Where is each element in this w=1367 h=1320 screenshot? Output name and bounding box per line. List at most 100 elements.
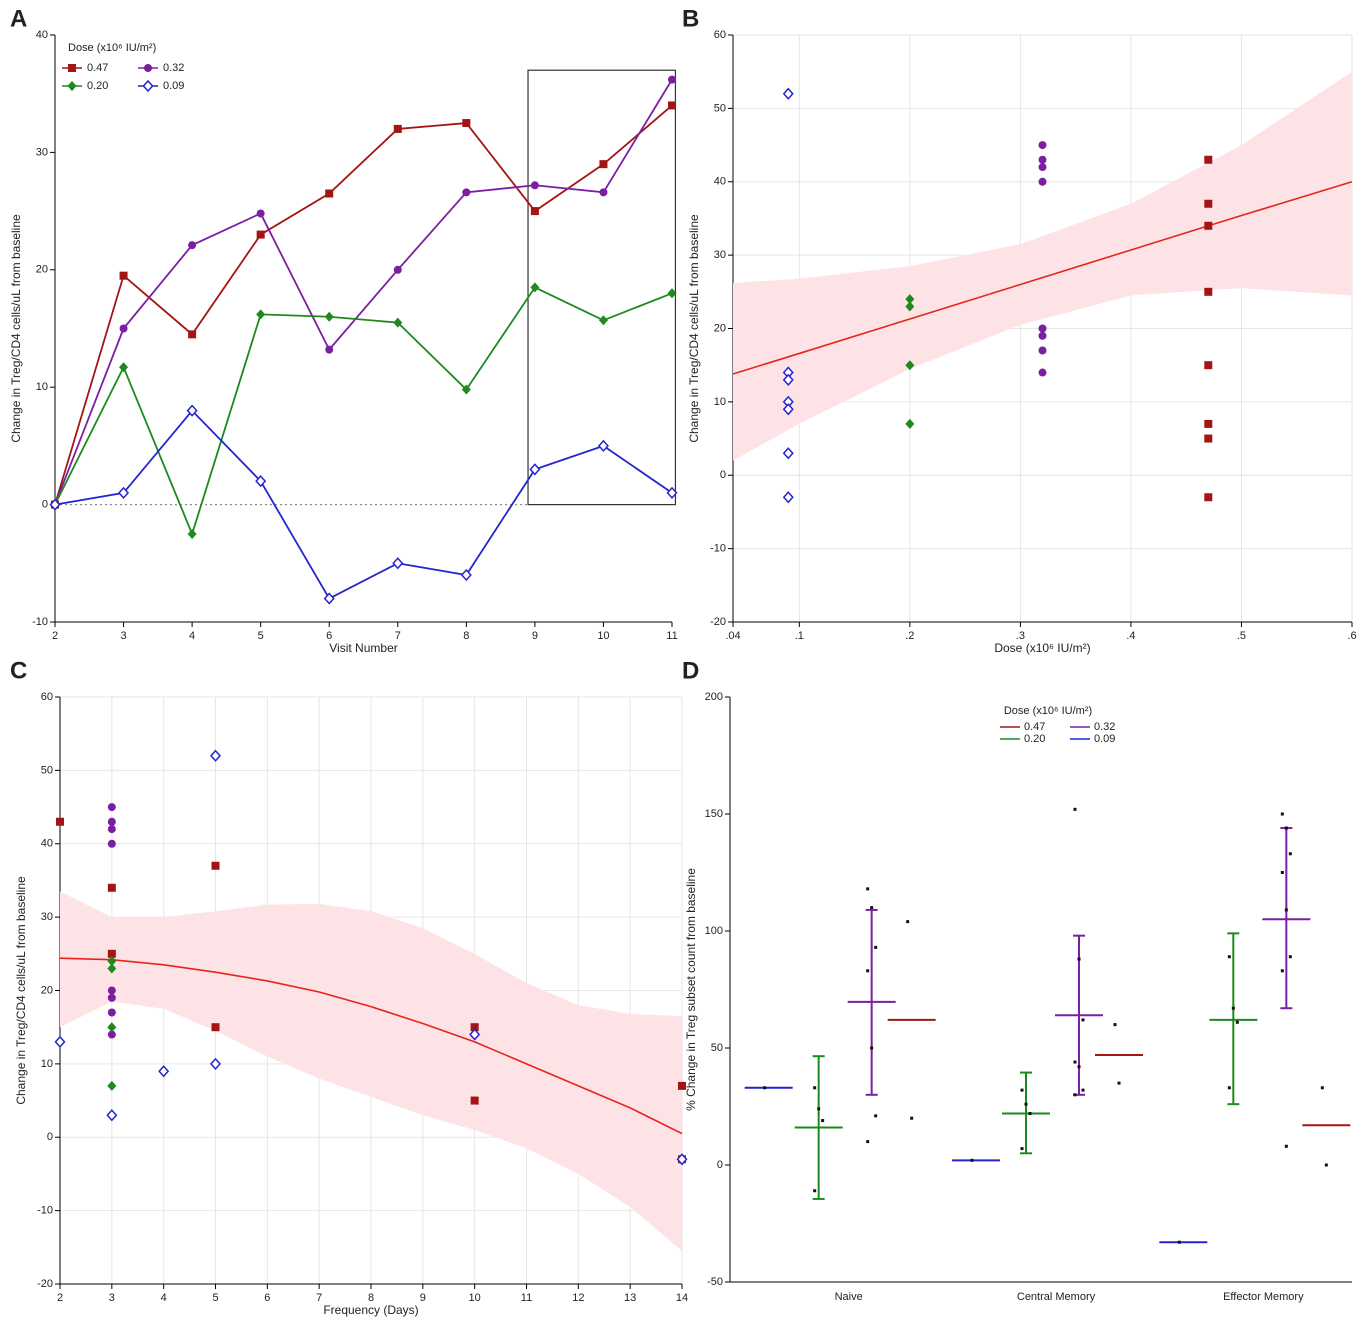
y-tick-label: 40 <box>41 838 53 850</box>
data-point <box>1113 1023 1117 1027</box>
x-axis-title: Frequency (Days) <box>323 1303 418 1317</box>
y-tick-label: -10 <box>37 1205 53 1217</box>
data-point <box>1028 1112 1032 1116</box>
highlight-box <box>527 69 677 506</box>
marker <box>529 463 541 476</box>
marker <box>325 345 334 354</box>
marker <box>1204 221 1213 230</box>
marker <box>1038 163 1047 172</box>
marker <box>107 1080 117 1091</box>
data-point <box>1117 1081 1121 1085</box>
legend-marker <box>68 64 76 72</box>
y-tick-label: 50 <box>714 102 726 114</box>
marker <box>782 373 794 386</box>
y-tick-label: 40 <box>36 29 48 41</box>
fit-line <box>732 180 1353 375</box>
x-tick-label: .1 <box>795 630 804 642</box>
marker <box>119 362 129 373</box>
marker <box>470 1023 479 1032</box>
marker <box>1204 419 1213 428</box>
marker <box>107 963 117 974</box>
confidence-band <box>733 71 1352 461</box>
x-tick-label: .5 <box>1237 630 1246 642</box>
data-point <box>1073 807 1077 811</box>
marker <box>119 324 128 333</box>
y-tick-label: 60 <box>714 29 726 41</box>
data-point <box>1024 1102 1028 1106</box>
legend-label: 0.09 <box>163 80 184 92</box>
marker <box>119 271 128 280</box>
legend-label: 0.47 <box>1024 721 1045 733</box>
data-point <box>866 887 870 891</box>
y-tick-label: 30 <box>714 249 726 261</box>
y-tick-label: 0 <box>42 499 48 511</box>
x-tick-label: 12 <box>572 1292 584 1304</box>
marker <box>782 87 794 100</box>
data-point <box>1231 1006 1235 1010</box>
x-tick-label: Effector Memory <box>1223 1291 1304 1303</box>
y-tick-label: -10 <box>710 543 726 555</box>
marker <box>905 294 915 305</box>
marker <box>393 317 403 328</box>
marker <box>1204 361 1213 370</box>
fit-line <box>59 957 683 1135</box>
data-point <box>866 969 870 973</box>
data-point <box>1284 908 1288 912</box>
y-axis-title: Change in Treg/CD4 cells/uL from baselin… <box>14 876 28 1105</box>
x-tick-label: 11 <box>521 1292 532 1304</box>
series-line <box>54 79 673 505</box>
y-tick-label: 20 <box>714 322 726 334</box>
marker <box>186 404 198 417</box>
marker <box>107 949 116 958</box>
x-tick-label: 7 <box>316 1292 322 1304</box>
marker <box>460 568 472 582</box>
marker <box>667 288 677 299</box>
data-point <box>763 1086 767 1090</box>
y-tick-label: 30 <box>36 146 48 158</box>
marker <box>107 986 116 995</box>
marker <box>107 956 117 967</box>
x-tick-label: 8 <box>463 630 469 642</box>
marker <box>598 315 608 326</box>
marker <box>676 1153 688 1166</box>
data-point <box>1235 1020 1239 1024</box>
marker <box>106 1109 118 1122</box>
x-axis-title: Visit Number <box>329 641 397 655</box>
legend-label: 0.09 <box>1094 733 1115 745</box>
marker <box>188 241 197 250</box>
data-point <box>1324 1163 1328 1167</box>
panel: D -50 0 50 100 150 200 % Change in Treg subset … <box>682 657 1352 1303</box>
data-point <box>1320 1086 1324 1090</box>
x-tick-label: 10 <box>597 630 609 642</box>
y-tick-label: 50 <box>41 764 53 776</box>
x-tick-label: 10 <box>469 1292 481 1304</box>
x-tick-label: 13 <box>624 1292 636 1304</box>
x-tick-label: 4 <box>189 630 195 642</box>
y-tick-label: 100 <box>705 925 723 937</box>
marker <box>107 883 116 892</box>
marker <box>107 1008 116 1017</box>
y-tick-label: 200 <box>705 691 723 703</box>
marker <box>107 1030 116 1039</box>
marker <box>211 861 220 870</box>
data-point <box>1227 955 1231 959</box>
marker <box>1038 155 1047 164</box>
marker <box>905 418 915 429</box>
x-tick-label: .4 <box>1126 630 1135 642</box>
data-point <box>1020 1088 1024 1092</box>
marker <box>530 207 539 216</box>
marker <box>905 301 915 312</box>
x-tick-label: 9 <box>532 630 538 642</box>
data-point <box>970 1158 974 1162</box>
panel-label: A <box>10 5 27 32</box>
x-tick-label: 2 <box>57 1292 63 1304</box>
marker <box>255 474 267 488</box>
marker <box>782 447 794 460</box>
data-point <box>1081 1088 1085 1092</box>
marker <box>462 119 471 128</box>
marker <box>158 1065 170 1078</box>
y-tick-label: 10 <box>714 396 726 408</box>
data-point <box>1280 969 1284 973</box>
data-point <box>813 1189 817 1193</box>
y-tick-label: -20 <box>710 616 726 628</box>
